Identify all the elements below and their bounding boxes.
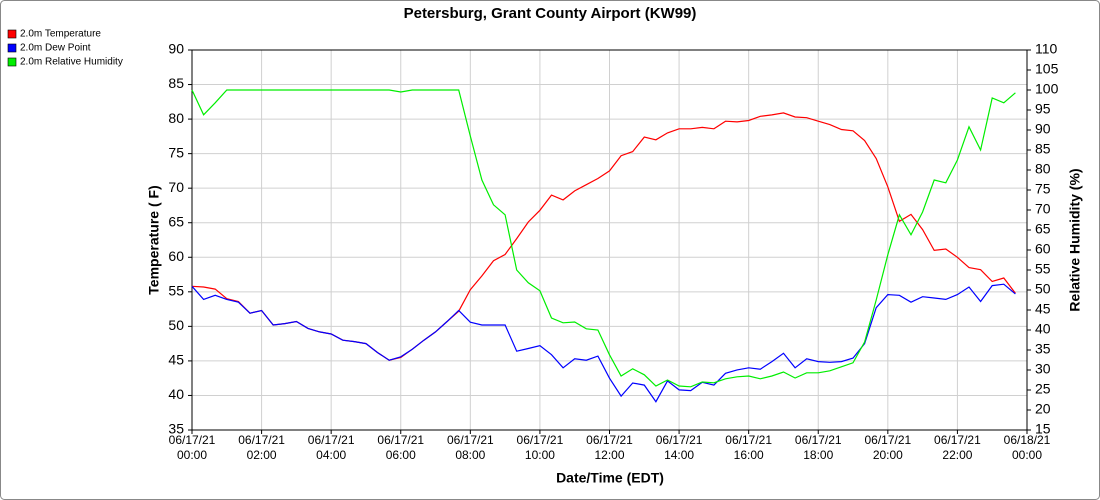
y-tick-label: 45 [168,352,184,368]
y-tick-label: 85 [168,75,184,91]
y2-tick-label: 95 [1035,101,1051,117]
y2-tick-label: 90 [1035,121,1051,137]
y-tick-label: 80 [168,110,184,126]
y-tick-label: 35 [168,421,184,437]
x-tick-label: 06/17/21 22:00 [934,433,981,462]
x-tick-label: 06/18/21 00:00 [1004,433,1051,462]
y2-tick-label: 20 [1035,401,1051,417]
x-tick-label: 06/17/21 00:00 [169,433,216,462]
y2-axis-label: Relative Humidity (%) [1067,168,1083,311]
y2-tick-label: 105 [1035,61,1059,77]
legend-label: 2.0m Dew Point [20,43,91,54]
y2-tick-label: 50 [1035,281,1051,297]
legend-label: 2.0m Temperature [20,29,101,40]
y-tick-label: 65 [168,213,184,229]
x-tick-label: 06/17/21 20:00 [864,433,911,462]
x-tick-label: 06/17/21 04:00 [308,433,355,462]
y-tick-label: 70 [168,179,184,195]
y-tick-label: 90 [168,41,184,57]
series-line [191,283,1016,403]
x-tick-label: 06/17/21 12:00 [586,433,633,462]
plot-border [191,49,1028,431]
legend-label: 2.0m Relative Humidity [20,57,123,68]
x-tick-label: 06/17/21 02:00 [238,433,285,462]
y2-tick-label: 80 [1035,161,1051,177]
y2-tick-label: 45 [1035,301,1051,317]
legend-swatch [7,43,17,53]
x-axis-label: Date/Time (EDT) [556,470,664,486]
y-tick-label: 55 [168,283,184,299]
x-tick-label: 06/17/21 06:00 [377,433,424,462]
y-axis-label: Temperature ( F) [146,185,162,294]
y2-tick-label: 60 [1035,241,1051,257]
x-tick-label: 06/17/21 18:00 [795,433,842,462]
x-tick-label: 06/17/21 16:00 [725,433,772,462]
y2-tick-label: 75 [1035,181,1051,197]
y2-tick-label: 70 [1035,201,1051,217]
chart-title: Petersburg, Grant County Airport (KW99) [404,5,697,22]
x-tick-label: 06/17/21 10:00 [517,433,564,462]
y2-tick-label: 40 [1035,321,1051,337]
legend-swatch [7,57,17,67]
y2-tick-label: 25 [1035,381,1051,397]
series-line [191,89,1016,388]
y-tick-label: 75 [168,144,184,160]
y2-tick-label: 55 [1035,261,1051,277]
x-tick-label: 06/17/21 14:00 [656,433,703,462]
legend-swatch [7,29,17,39]
y2-tick-label: 15 [1035,421,1051,437]
y2-tick-label: 65 [1035,221,1051,237]
y-tick-label: 50 [168,317,184,333]
y2-tick-label: 35 [1035,341,1051,357]
y2-tick-label: 100 [1035,81,1059,97]
y2-tick-label: 85 [1035,141,1051,157]
y-tick-label: 60 [168,248,184,264]
y-tick-label: 40 [168,386,184,402]
y2-tick-label: 30 [1035,361,1051,377]
x-tick-label: 06/17/21 08:00 [447,433,494,462]
y2-tick-label: 110 [1035,41,1058,57]
